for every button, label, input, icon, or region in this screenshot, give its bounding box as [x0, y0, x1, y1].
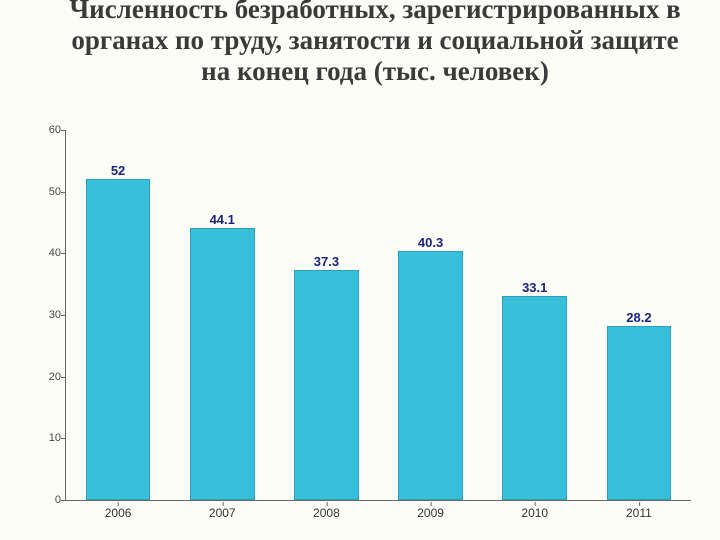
x-tick: 2008	[313, 506, 340, 520]
y-tick: 20	[36, 371, 61, 383]
y-tick: 40	[36, 247, 61, 259]
chart-title: Численность безработных, зарегистрирован…	[60, 0, 690, 87]
bar: 40.3	[398, 251, 463, 500]
bar-value-label: 33.1	[522, 280, 547, 295]
bar-value-label: 52	[111, 163, 125, 178]
x-tick: 2011	[626, 506, 652, 520]
bar-value-label: 44.1	[210, 212, 235, 227]
y-tick: 30	[36, 309, 61, 321]
chart-container: { "title": { "text": "Численность безраб…	[0, 0, 720, 540]
bar: 44.1	[190, 228, 255, 500]
x-tick: 2009	[417, 506, 444, 520]
y-tick: 50	[36, 186, 61, 198]
bar-value-label: 37.3	[314, 254, 339, 269]
bar: 52	[86, 179, 151, 500]
plot-area: 0102030405060200652200744.1200837.320094…	[65, 130, 691, 501]
y-tick: 0	[36, 494, 61, 506]
bar-value-label: 40.3	[418, 235, 443, 250]
bar: 33.1	[502, 296, 567, 500]
x-tick: 2006	[105, 506, 132, 520]
bar: 28.2	[607, 326, 672, 500]
x-tick: 2010	[521, 506, 548, 520]
x-tick: 2007	[209, 506, 236, 520]
y-tick: 10	[36, 432, 61, 444]
bar: 37.3	[294, 270, 359, 500]
y-tick: 60	[36, 124, 61, 136]
bar-value-label: 28.2	[626, 310, 651, 325]
